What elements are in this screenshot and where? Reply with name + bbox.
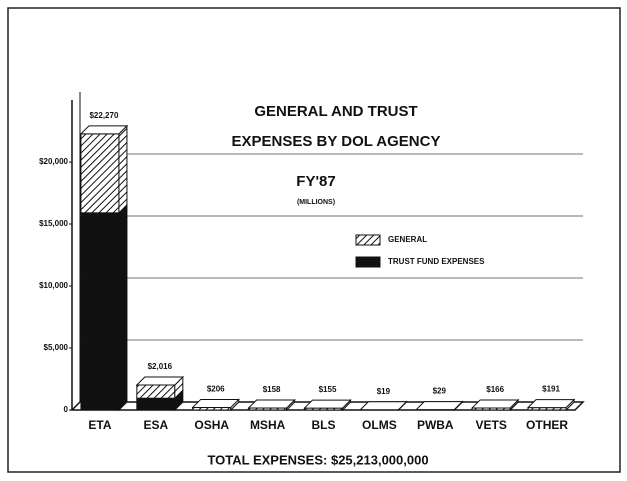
- value-label: $166: [486, 385, 504, 394]
- x-tick-label: ETA: [88, 418, 111, 432]
- footer: TOTAL EXPENSES: $25,213,000,000: [207, 452, 428, 467]
- bar-segment: [80, 212, 120, 411]
- chart-subtitle: FY'87: [296, 173, 335, 190]
- bar-top: [247, 399, 296, 409]
- bar-side: [118, 124, 128, 215]
- x-tick-label: ESA: [143, 418, 168, 432]
- x-tick-label: VETS: [475, 418, 506, 432]
- bar-top: [191, 398, 240, 408]
- chart-title: GENERAL AND TRUST: [254, 103, 417, 120]
- value-label: $191: [542, 385, 560, 394]
- value-label: $22,270: [89, 111, 118, 120]
- bar-top: [79, 125, 129, 135]
- chart-title: EXPENSES BY DOL AGENCY: [232, 133, 441, 150]
- y-tick-label: $20,000: [39, 157, 68, 166]
- value-label: $155: [319, 385, 337, 394]
- x-tick-label: OTHER: [526, 418, 568, 432]
- value-label: $2,016: [148, 362, 173, 371]
- bar-segment: [80, 133, 120, 214]
- x-tick-label: MSHA: [250, 418, 286, 432]
- unit-note: (MILLIONS): [297, 199, 335, 206]
- legend-swatch: [355, 256, 381, 268]
- bar-segment: [136, 384, 176, 399]
- x-tick-label: OSHA: [194, 418, 229, 432]
- legend-swatch: [355, 234, 381, 246]
- bar-top: [470, 399, 520, 409]
- bar-side: [118, 203, 128, 412]
- value-label: $19: [377, 387, 391, 396]
- bar-top: [135, 376, 185, 386]
- frame: [7, 7, 621, 473]
- x-tick-label: PWBA: [417, 418, 454, 432]
- bar-top: [526, 399, 576, 409]
- value-label: $206: [207, 385, 225, 394]
- bar-top: [359, 401, 408, 411]
- bar-top: [303, 399, 352, 409]
- legend-label: TRUST FUND EXPENSES: [388, 257, 485, 266]
- y-tick-label: $15,000: [39, 219, 68, 228]
- bar-top: [415, 401, 464, 411]
- x-tick-label: OLMS: [362, 418, 397, 432]
- legend-label: GENERAL: [388, 235, 427, 244]
- value-label: $158: [263, 385, 281, 394]
- x-tick-label: BLS: [312, 418, 336, 432]
- floor: [70, 401, 585, 411]
- bar-segment: [136, 397, 176, 411]
- y-tick-label: 0: [64, 405, 69, 414]
- y-tick-label: $10,000: [39, 281, 68, 290]
- y-tick-label: $5,000: [44, 343, 69, 352]
- value-label: $29: [433, 387, 447, 396]
